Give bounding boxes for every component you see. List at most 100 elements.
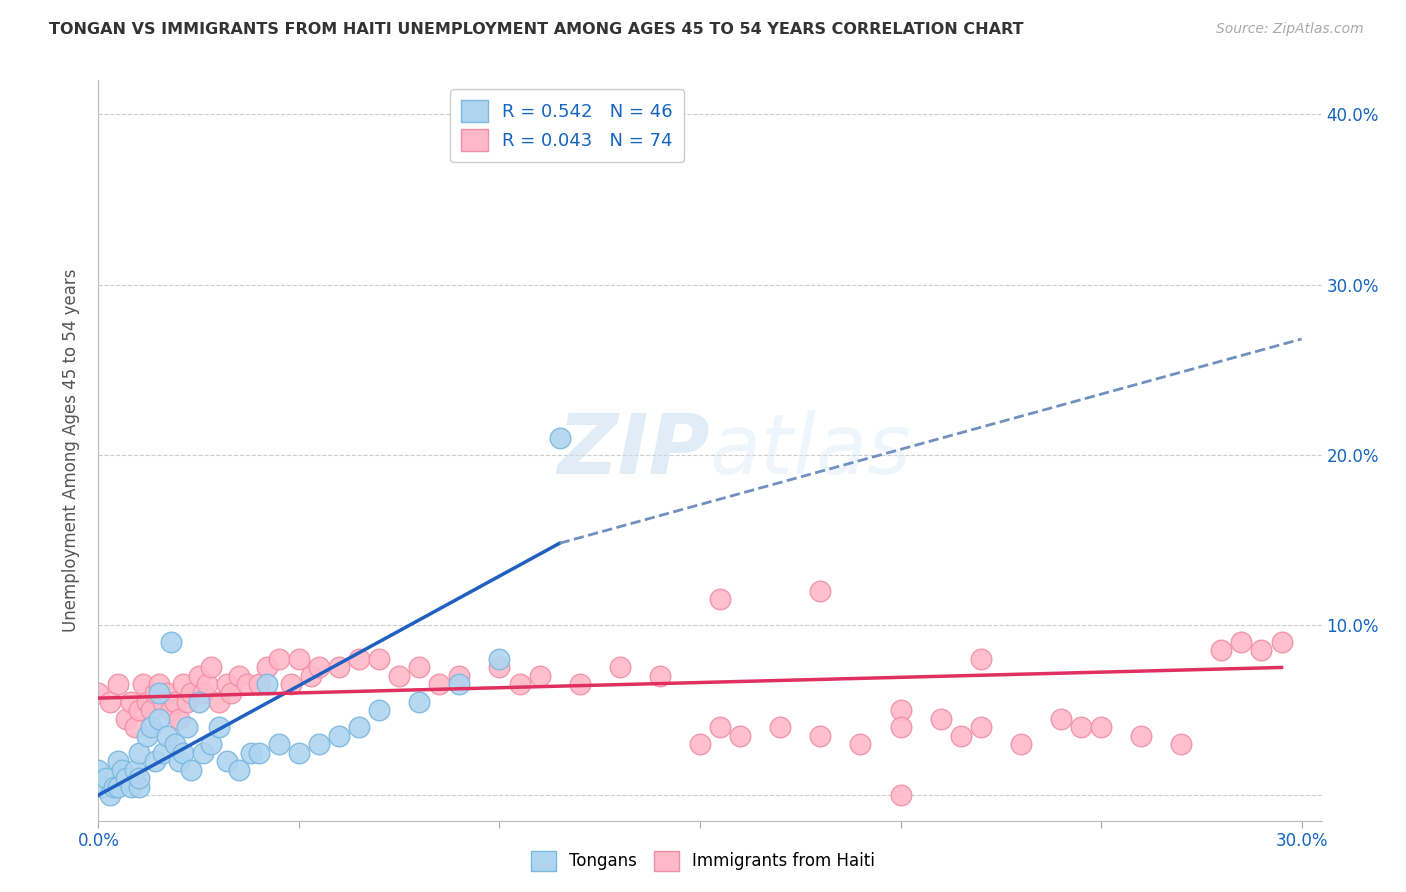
- Point: [163, 694, 186, 708]
- Text: ZIP: ZIP: [557, 410, 710, 491]
- Point: [247, 746, 270, 760]
- Point: [408, 694, 430, 708]
- Point: [769, 720, 792, 734]
- Point: [388, 669, 411, 683]
- Point: [308, 737, 330, 751]
- Point: [1090, 720, 1112, 734]
- Point: [689, 737, 711, 751]
- Point: [709, 592, 731, 607]
- Text: TONGAN VS IMMIGRANTS FROM HAITI UNEMPLOYMENT AMONG AGES 45 TO 54 YEARS CORRELATI: TONGAN VS IMMIGRANTS FROM HAITI UNEMPLOY…: [49, 22, 1024, 37]
- Point: [929, 712, 952, 726]
- Point: [124, 720, 146, 734]
- Point: [163, 737, 186, 751]
- Point: [288, 746, 311, 760]
- Point: [120, 694, 142, 708]
- Point: [347, 652, 370, 666]
- Point: [488, 652, 510, 666]
- Point: [96, 771, 118, 785]
- Point: [124, 763, 146, 777]
- Point: [195, 677, 218, 691]
- Point: [215, 677, 238, 691]
- Point: [155, 729, 177, 743]
- Point: [247, 677, 270, 691]
- Point: [191, 686, 214, 700]
- Point: [1130, 729, 1153, 743]
- Point: [568, 677, 591, 691]
- Point: [449, 669, 471, 683]
- Point: [176, 694, 198, 708]
- Point: [87, 686, 110, 700]
- Point: [368, 652, 391, 666]
- Legend: R = 0.542   N = 46, R = 0.043   N = 74: R = 0.542 N = 46, R = 0.043 N = 74: [450, 89, 683, 162]
- Point: [328, 660, 350, 674]
- Point: [228, 763, 250, 777]
- Point: [131, 677, 153, 691]
- Point: [1270, 635, 1292, 649]
- Point: [299, 669, 322, 683]
- Point: [288, 652, 311, 666]
- Point: [135, 729, 157, 743]
- Point: [187, 694, 209, 708]
- Point: [128, 780, 150, 794]
- Point: [970, 652, 993, 666]
- Point: [267, 737, 290, 751]
- Point: [239, 746, 262, 760]
- Point: [128, 746, 150, 760]
- Point: [139, 720, 162, 734]
- Point: [709, 720, 731, 734]
- Point: [120, 780, 142, 794]
- Point: [1050, 712, 1073, 726]
- Point: [347, 720, 370, 734]
- Point: [529, 669, 551, 683]
- Point: [1230, 635, 1253, 649]
- Point: [191, 746, 214, 760]
- Point: [200, 660, 222, 674]
- Point: [172, 677, 194, 691]
- Point: [970, 720, 993, 734]
- Point: [128, 771, 150, 785]
- Point: [808, 729, 831, 743]
- Point: [135, 694, 157, 708]
- Point: [889, 788, 911, 802]
- Point: [328, 729, 350, 743]
- Point: [152, 694, 174, 708]
- Point: [159, 703, 181, 717]
- Point: [368, 703, 391, 717]
- Point: [267, 652, 290, 666]
- Y-axis label: Unemployment Among Ages 45 to 54 years: Unemployment Among Ages 45 to 54 years: [62, 268, 80, 632]
- Point: [1211, 643, 1233, 657]
- Point: [849, 737, 872, 751]
- Point: [200, 737, 222, 751]
- Point: [728, 729, 751, 743]
- Point: [143, 686, 166, 700]
- Point: [1070, 720, 1092, 734]
- Point: [208, 720, 231, 734]
- Point: [509, 677, 531, 691]
- Point: [139, 703, 162, 717]
- Point: [308, 660, 330, 674]
- Point: [111, 763, 134, 777]
- Point: [167, 754, 190, 768]
- Point: [548, 431, 571, 445]
- Point: [152, 746, 174, 760]
- Point: [949, 729, 972, 743]
- Point: [1250, 643, 1272, 657]
- Point: [427, 677, 450, 691]
- Point: [103, 780, 125, 794]
- Point: [176, 720, 198, 734]
- Point: [172, 746, 194, 760]
- Point: [1010, 737, 1032, 751]
- Point: [100, 694, 122, 708]
- Point: [256, 660, 278, 674]
- Point: [107, 754, 129, 768]
- Text: Source: ZipAtlas.com: Source: ZipAtlas.com: [1216, 22, 1364, 37]
- Point: [488, 660, 510, 674]
- Point: [408, 660, 430, 674]
- Point: [148, 712, 170, 726]
- Point: [280, 677, 302, 691]
- Point: [91, 780, 114, 794]
- Point: [167, 712, 190, 726]
- Point: [219, 686, 242, 700]
- Point: [115, 712, 138, 726]
- Point: [143, 754, 166, 768]
